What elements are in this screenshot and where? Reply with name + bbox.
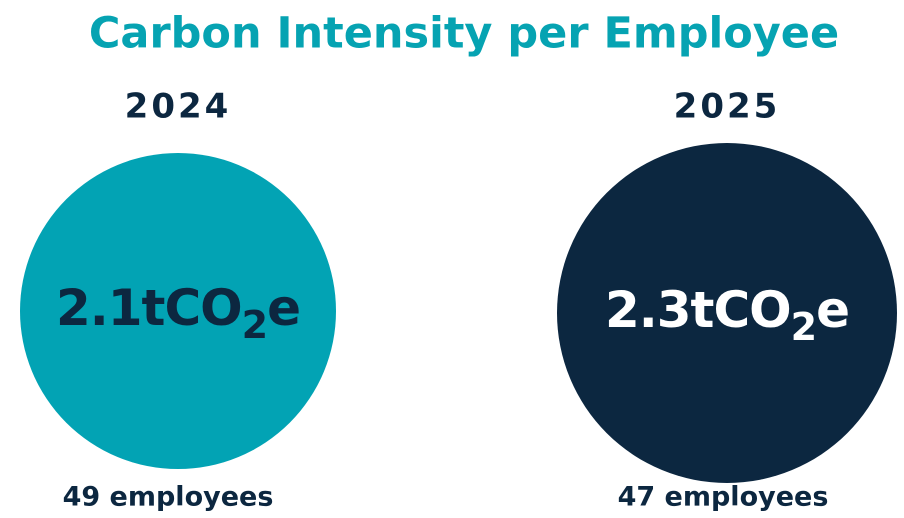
employees: 49 employees (63, 482, 274, 513)
unit-subscript: 2 (791, 305, 816, 349)
circle (20, 153, 336, 469)
unit: e (267, 279, 300, 337)
unit: tCO (142, 279, 242, 337)
title: Carbon Intensity per Employee (89, 9, 839, 59)
value: 2.3tCO2e (605, 281, 849, 349)
value-number: 2.3 (605, 281, 691, 339)
employees: 47 employees (618, 482, 829, 513)
unit: e (816, 281, 849, 339)
year: 2024 (125, 87, 232, 127)
value-number: 2.1 (56, 279, 142, 337)
unit-subscript: 2 (242, 303, 267, 347)
circle (557, 143, 897, 483)
unit: tCO (691, 281, 791, 339)
value: 2.1tCO2e (56, 279, 300, 347)
year: 2025 (674, 87, 781, 127)
